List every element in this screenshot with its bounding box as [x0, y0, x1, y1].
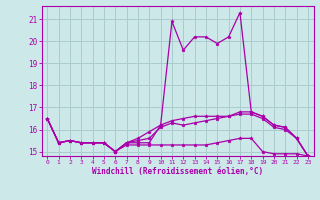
- X-axis label: Windchill (Refroidissement éolien,°C): Windchill (Refroidissement éolien,°C): [92, 167, 263, 176]
